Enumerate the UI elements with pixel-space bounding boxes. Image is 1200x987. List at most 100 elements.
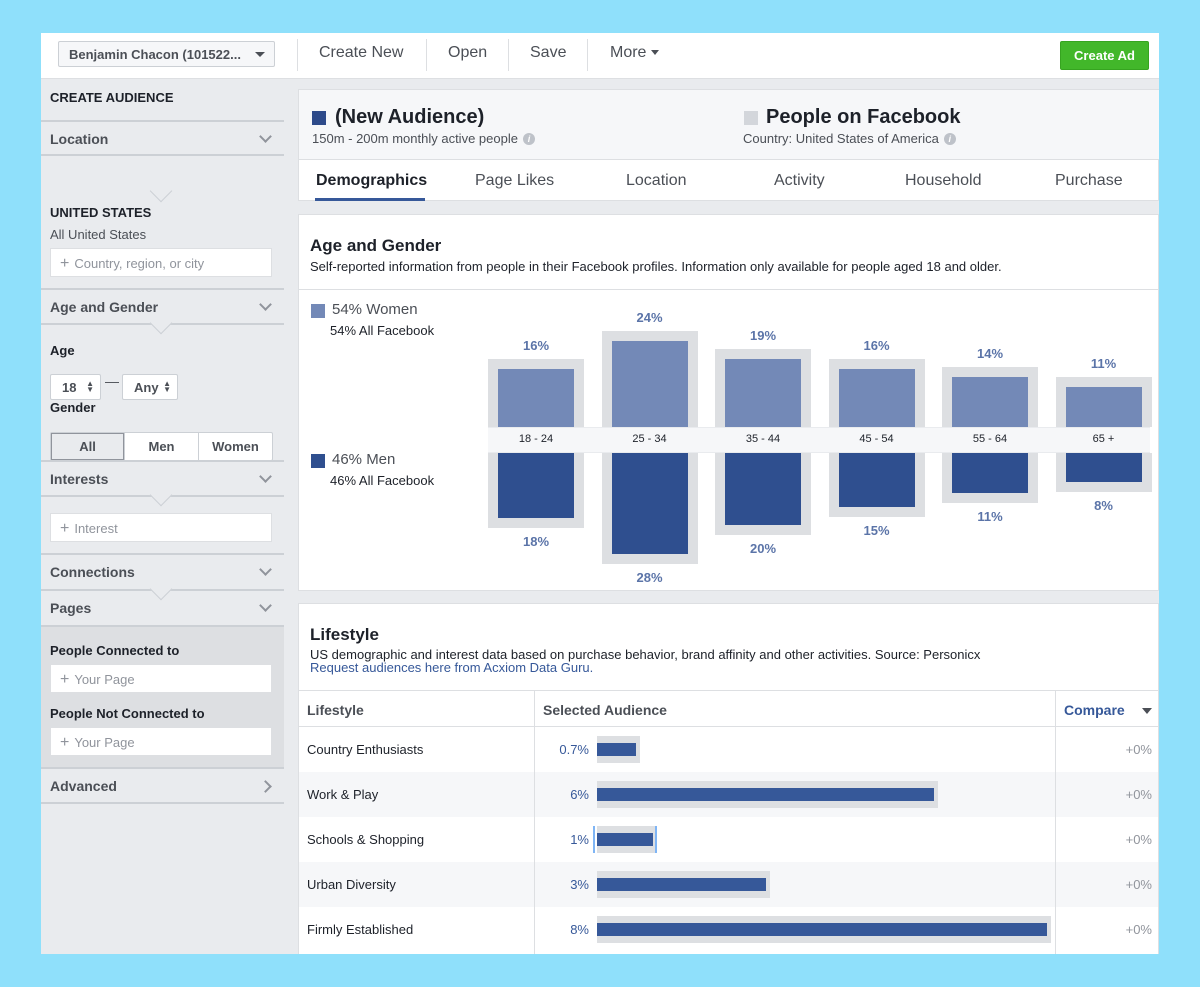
women-value-label: 24% bbox=[636, 309, 663, 325]
chevron-down-icon[interactable] bbox=[1142, 708, 1152, 714]
audience-insights-window: Benjamin Chacon (101522... Create New Op… bbox=[41, 33, 1159, 954]
divider bbox=[299, 289, 1158, 290]
create-ad-button[interactable]: Create Ad bbox=[1060, 41, 1149, 70]
open-button[interactable]: Open bbox=[448, 44, 488, 61]
age-gender-chart: 16% 18% 18 - 24 24% 28% 25 - 34 19% 20% 35 - 44 1… bbox=[299, 215, 1158, 590]
age-label: Age bbox=[50, 343, 75, 358]
women-bar bbox=[725, 358, 801, 427]
save-button[interactable]: Save bbox=[530, 44, 567, 61]
col-compare[interactable]: Compare bbox=[1064, 702, 1125, 718]
age-range-dash: — bbox=[105, 373, 119, 389]
audience-title: (New Audience) bbox=[335, 106, 485, 128]
tab-activity[interactable]: Activity bbox=[774, 172, 825, 189]
men-value-label: 20% bbox=[749, 541, 777, 556]
chevron-down-icon bbox=[651, 50, 660, 56]
section-age-gender[interactable]: Age and Gender bbox=[41, 288, 284, 324]
top-bar: Benjamin Chacon (101522... Create New Op… bbox=[41, 33, 1159, 79]
more-menu[interactable]: More bbox=[610, 44, 660, 62]
lifestyle-compare-value: +0% bbox=[1125, 742, 1152, 757]
gender-men-button[interactable]: Men bbox=[124, 433, 198, 460]
table-row[interactable]: Urban Diversity 3% +0% bbox=[299, 862, 1158, 907]
table-row[interactable]: Country Enthusiasts 0.7% +0% bbox=[299, 727, 1158, 772]
not-connected-page-input[interactable]: + Your Page bbox=[50, 727, 272, 756]
col-lifestyle[interactable]: Lifestyle bbox=[307, 702, 364, 718]
info-icon[interactable]: i bbox=[522, 133, 535, 145]
tab-page-likes[interactable]: Page Likes bbox=[475, 172, 555, 189]
compare-subtitle: Country: United States of America i bbox=[743, 131, 956, 146]
men-bar bbox=[611, 453, 688, 554]
acxiom-link[interactable]: Request audiences here from Acxiom Data … bbox=[310, 660, 594, 675]
up-down-icon: ▲ ▼ bbox=[163, 379, 171, 394]
lifestyle-name: Firmly Established bbox=[307, 922, 414, 937]
men-value-label: 11% bbox=[977, 508, 1003, 524]
section-advanced[interactable]: Advanced bbox=[41, 767, 284, 803]
age-gender-description: Self-reported information from people in… bbox=[310, 259, 1002, 274]
women-bar bbox=[838, 369, 915, 427]
age-tick-label: 45 - 54 bbox=[859, 433, 894, 445]
age-axis-band bbox=[488, 427, 1150, 453]
connected-page-input[interactable]: + Your Page bbox=[50, 664, 272, 693]
lifestyle-name: Work & Play bbox=[307, 787, 379, 802]
tab-household[interactable]: Household bbox=[905, 172, 982, 189]
chevron-down-icon bbox=[259, 130, 272, 143]
gender-all-button[interactable]: All bbox=[51, 433, 124, 460]
create-new-button[interactable]: Create New bbox=[319, 44, 404, 61]
lifestyle-name: Country Enthusiasts bbox=[307, 742, 424, 757]
age-tick-label: 65 + bbox=[1092, 433, 1115, 445]
location-input[interactable]: + Country, region, or city bbox=[50, 248, 272, 277]
section-pointer bbox=[149, 179, 173, 203]
men-legend-swatch bbox=[311, 454, 325, 468]
audience-header: (New Audience) 150m - 200m monthly activ… bbox=[298, 89, 1159, 201]
divider bbox=[297, 39, 298, 71]
tab-demographics[interactable]: Demographics bbox=[316, 172, 428, 189]
age-max-select[interactable]: Any ▲ ▼ bbox=[122, 374, 178, 400]
lifestyle-card: Lifestyle US demographic and interest da… bbox=[298, 603, 1159, 954]
men-legend-label: 46% Men bbox=[332, 451, 396, 468]
location-country: UNITED STATES bbox=[50, 205, 152, 220]
location-country-sub: All United States bbox=[50, 227, 147, 242]
men-bar bbox=[1065, 453, 1142, 482]
section-label: Age and Gender bbox=[50, 299, 159, 315]
gender-women-button[interactable]: Women bbox=[198, 433, 272, 460]
men-bar bbox=[498, 453, 574, 518]
table-row[interactable]: Firmly Established 8% +0% bbox=[299, 907, 1158, 952]
table-row[interactable]: Schools & Shopping 1% +0% bbox=[299, 817, 1158, 862]
chevron-down-icon bbox=[259, 470, 272, 483]
tab-location[interactable]: Location bbox=[626, 172, 687, 189]
lifestyle-compare-value: +0% bbox=[1125, 877, 1152, 892]
women-bar bbox=[952, 376, 1028, 427]
age-tick-label: 55 - 64 bbox=[972, 433, 1008, 445]
audience-subtitle: 150m - 200m monthly active people i bbox=[312, 131, 535, 146]
age-max-value: Any bbox=[134, 380, 159, 395]
women-value-label: 11% bbox=[1090, 356, 1117, 372]
info-icon[interactable]: i bbox=[943, 133, 956, 145]
section-connections[interactable]: Connections bbox=[41, 553, 284, 589]
section-interests[interactable]: Interests bbox=[41, 460, 284, 496]
plus-icon: + bbox=[60, 734, 70, 751]
interest-input[interactable]: + Interest bbox=[50, 513, 272, 542]
age-min-select[interactable]: 18 ▲ ▼ bbox=[50, 374, 101, 400]
men-bar bbox=[838, 453, 915, 507]
women-bar bbox=[1065, 387, 1142, 427]
women-bar bbox=[611, 340, 688, 427]
section-label: Pages bbox=[50, 600, 92, 616]
section-location[interactable]: Location bbox=[41, 120, 284, 156]
people-connected-label: People Connected to bbox=[50, 643, 180, 658]
active-tab-indicator bbox=[315, 198, 425, 201]
section-label: Location bbox=[50, 131, 109, 147]
divider bbox=[508, 39, 509, 71]
lifestyle-bar bbox=[597, 923, 1047, 936]
account-selector[interactable]: Benjamin Chacon (101522... bbox=[58, 41, 275, 67]
tab-purchase[interactable]: Purchase bbox=[1055, 172, 1123, 189]
divider bbox=[41, 625, 284, 627]
audience-summary: (New Audience) 150m - 200m monthly activ… bbox=[299, 90, 1159, 160]
audience-size: 150m - 200m monthly active people bbox=[312, 131, 518, 146]
column-divider bbox=[1055, 690, 1056, 954]
men-all-facebook: 46% All Facebook bbox=[330, 473, 435, 488]
compare-color-swatch bbox=[744, 111, 758, 125]
lifestyle-compare-value: +0% bbox=[1125, 922, 1152, 937]
table-row[interactable]: Work & Play 6% +0% bbox=[299, 772, 1158, 817]
col-selected-audience[interactable]: Selected Audience bbox=[543, 702, 667, 718]
lifestyle-name: Schools & Shopping bbox=[307, 832, 425, 847]
connected-page-placeholder: Your Page bbox=[74, 672, 135, 687]
